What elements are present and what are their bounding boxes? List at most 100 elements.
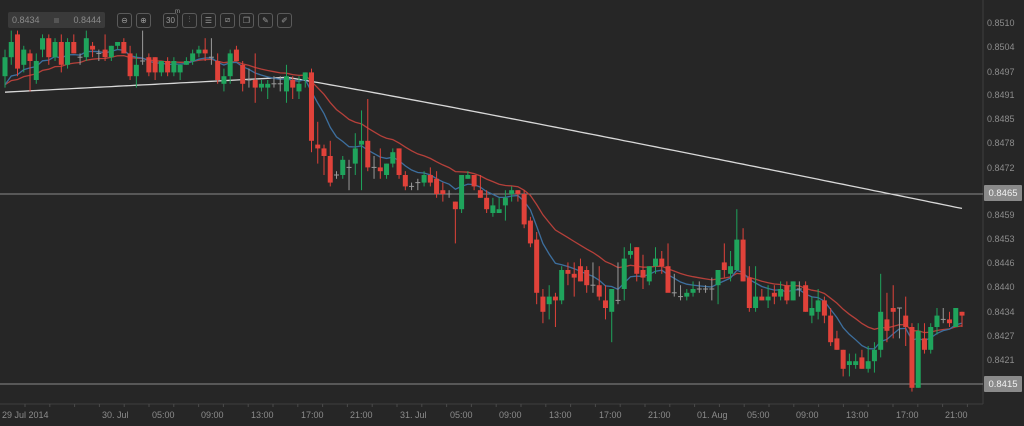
candle	[377, 148, 383, 179]
price-label: 0.8510	[987, 18, 1015, 28]
candle	[634, 247, 640, 282]
candle	[90, 42, 96, 58]
candle	[527, 216, 533, 248]
candle	[40, 34, 46, 58]
candle	[246, 68, 252, 88]
timeframe-button[interactable]: 30 m	[163, 9, 180, 28]
candle	[108, 45, 114, 61]
candle	[796, 281, 802, 297]
price-level-tag[interactable]: 0.8465	[984, 185, 1022, 201]
candle	[190, 49, 196, 65]
price-label: 0.8491	[987, 90, 1015, 100]
time-label: 17:00	[599, 410, 622, 420]
candle	[427, 167, 433, 187]
candle	[934, 308, 940, 335]
price-level-tag[interactable]: 0.8415	[984, 376, 1022, 392]
candle	[896, 307, 902, 339]
candle	[721, 243, 727, 278]
candle	[327, 140, 333, 187]
chart-settings-button[interactable]: ⧄	[220, 12, 235, 28]
price-label: 0.8434	[987, 307, 1015, 317]
candle	[402, 171, 408, 191]
timeframe-icon: 30	[166, 15, 175, 25]
candle	[365, 99, 371, 172]
candle	[415, 178, 421, 191]
candle	[140, 30, 146, 65]
candle	[302, 72, 308, 88]
candle	[790, 281, 796, 301]
zoom-in-icon: ⊕	[140, 15, 147, 25]
draw-button[interactable]: ✐	[277, 12, 292, 28]
candle	[452, 201, 458, 244]
candle	[271, 76, 277, 88]
price-label: 0.8453	[987, 234, 1015, 244]
candle	[409, 182, 415, 191]
candle	[759, 289, 765, 301]
candle	[521, 190, 527, 229]
candle	[183, 57, 189, 65]
candle	[746, 266, 752, 312]
candle	[296, 76, 302, 99]
time-label: 13:00	[251, 410, 274, 420]
copy-icon: ❐	[242, 15, 251, 25]
time-label: 21:00	[350, 410, 373, 420]
candle	[621, 247, 627, 301]
candle	[133, 53, 139, 88]
candle	[446, 190, 452, 198]
price-label: 0.8497	[987, 67, 1015, 77]
candle	[127, 45, 133, 80]
candle	[227, 49, 233, 84]
candle	[871, 342, 877, 373]
sliders-icon: ☰	[204, 15, 213, 25]
price-label: 0.8478	[987, 138, 1015, 148]
candle	[809, 296, 815, 324]
copy-button[interactable]: ❐	[239, 12, 254, 28]
candle	[115, 42, 121, 50]
candle	[308, 68, 314, 153]
candle	[740, 228, 746, 282]
candle	[165, 57, 171, 77]
candle	[684, 289, 690, 301]
candle	[602, 285, 608, 320]
candle	[653, 247, 659, 274]
candle	[659, 251, 665, 274]
candle	[334, 171, 340, 179]
candle	[596, 266, 602, 301]
candle	[859, 349, 865, 369]
candle	[459, 175, 465, 213]
indicators-button[interactable]: ☰	[201, 12, 216, 28]
zoom-in-button[interactable]: ⊕	[136, 12, 151, 28]
candle	[615, 262, 621, 305]
candle	[484, 190, 490, 213]
candlestick-icon: ⫶	[188, 15, 191, 24]
candle	[252, 53, 258, 103]
pen-icon: ✐	[281, 15, 288, 25]
candle	[465, 171, 471, 179]
candle	[340, 156, 346, 179]
candle	[121, 38, 127, 54]
candle	[52, 38, 58, 61]
candle	[734, 209, 740, 270]
candle	[640, 254, 646, 289]
candle	[878, 273, 884, 358]
candle	[728, 251, 734, 282]
time-label: 31. Jul	[400, 410, 427, 420]
time-label: 17:00	[301, 410, 324, 420]
candle	[421, 171, 427, 187]
ma-slow-line	[4, 76, 963, 210]
candle	[65, 38, 71, 69]
time-label: 09:00	[201, 410, 224, 420]
range-low-value: 0.8434	[12, 15, 40, 25]
edit-button[interactable]: ✎	[258, 12, 273, 28]
candle	[834, 330, 840, 350]
candle	[577, 258, 583, 282]
candle	[102, 34, 108, 61]
candle	[903, 296, 909, 346]
candle	[290, 76, 296, 99]
candle	[171, 57, 177, 77]
zoom-out-button[interactable]: ⊖	[117, 12, 132, 28]
time-label: 05:00	[450, 410, 473, 420]
chart-type-button[interactable]: ⫶	[182, 12, 197, 28]
candle	[753, 266, 759, 312]
